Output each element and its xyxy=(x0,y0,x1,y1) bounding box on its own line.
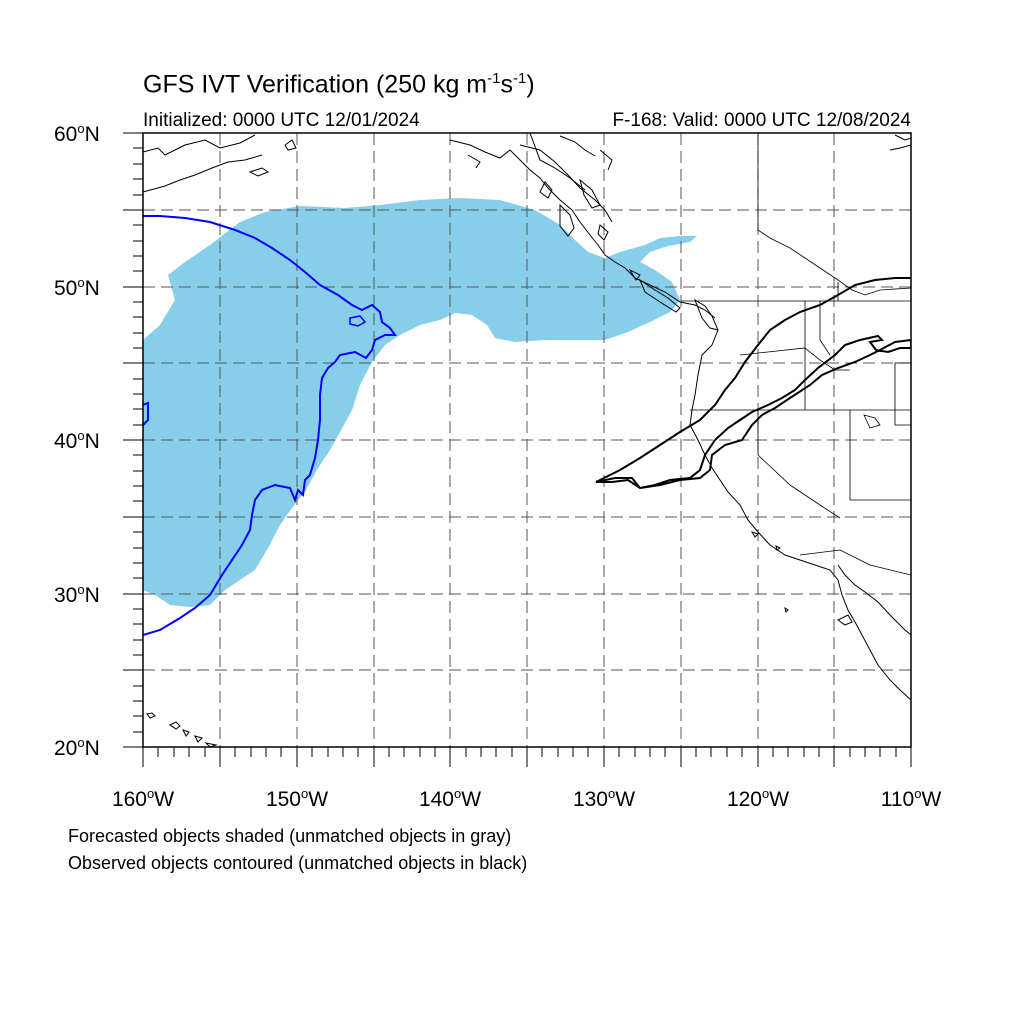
lon-label-160w: 160oW xyxy=(111,786,175,811)
lat-label-20n: 20oN xyxy=(54,735,100,760)
valid-time-label: F-168: Valid: 0000 UTC 12/08/2024 xyxy=(612,110,911,131)
observed-object-unmatched-north xyxy=(595,277,911,483)
lat-label-40n: 40oN xyxy=(54,428,100,453)
graticule xyxy=(143,133,911,747)
initialized-label: Initialized: 0000 UTC 12/01/2024 xyxy=(143,110,420,131)
tick-marks xyxy=(123,132,912,767)
lon-label-130w: 130oW xyxy=(572,786,636,811)
caption-forecast: Forecasted objects shaded (unmatched obj… xyxy=(68,826,512,846)
forecast-ivt-edge xyxy=(143,440,158,500)
lon-label-120w: 120oW xyxy=(726,786,790,811)
lon-label-140w: 140oW xyxy=(418,786,482,811)
caption-observed: Observed objects contoured (unmatched ob… xyxy=(68,853,528,873)
political-borders xyxy=(681,133,911,576)
lon-label-150w: 150oW xyxy=(265,786,329,811)
lat-label-50n: 50oN xyxy=(54,275,100,300)
observed-ivt-contour xyxy=(143,215,397,636)
coastlines xyxy=(143,133,911,747)
lon-label-110w: 110oW xyxy=(880,786,942,811)
map-title: GFS IVT Verification (250 kg m-1s-1) xyxy=(143,70,535,99)
observed-ivt-contour-edge xyxy=(143,401,149,426)
forecast-ivt-object xyxy=(143,198,697,607)
observed-object-unmatched xyxy=(595,334,911,490)
lat-label-60n: 60oN xyxy=(54,121,100,146)
lat-label-30n: 30oN xyxy=(54,582,100,607)
observed-ivt-contour-island xyxy=(349,315,367,327)
